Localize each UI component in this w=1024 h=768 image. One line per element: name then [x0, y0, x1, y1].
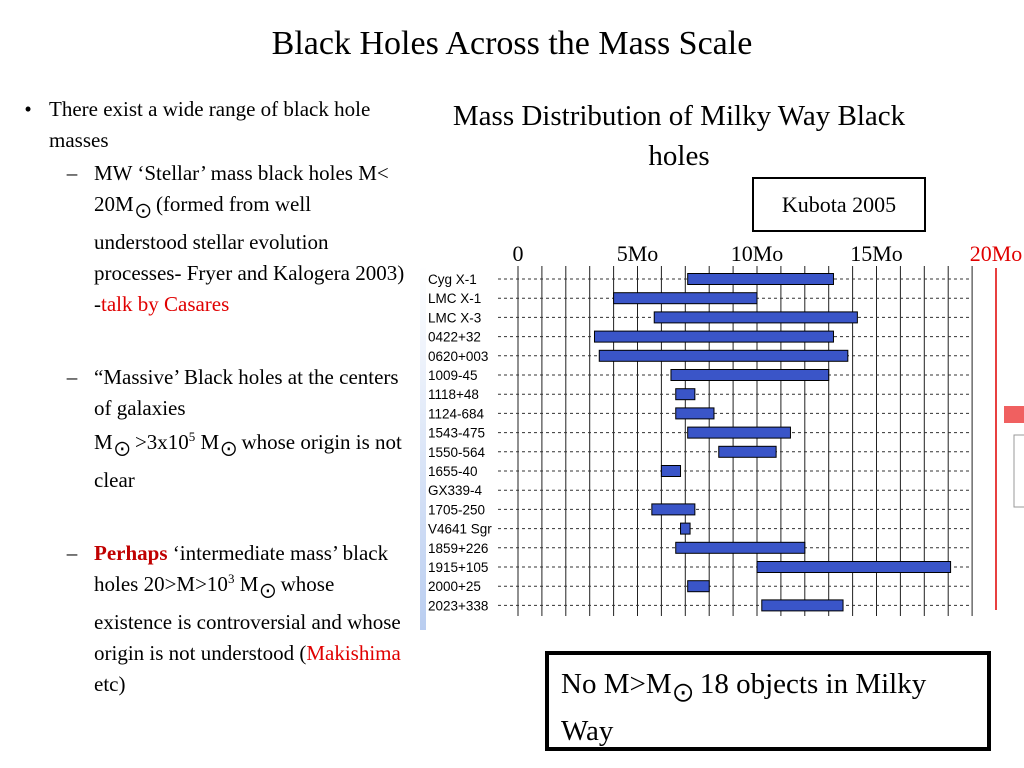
mass-range-bar	[653, 311, 858, 324]
category-label: 1124-684	[428, 406, 485, 421]
note-box: No M>M ⨀ 18 objects in Milky Way	[545, 651, 991, 751]
category-label: 2023+338	[428, 598, 488, 613]
cropped-legend-box	[1013, 434, 1024, 508]
sub-bullet-text: (formed from well understood stellar evo…	[94, 192, 405, 316]
bullet-item: • There exist a wide range of black hole…	[16, 94, 408, 156]
reference-box: Kubota 2005	[752, 177, 926, 232]
mass-range-bar	[675, 407, 715, 420]
sub-bullet-text: whose existence is controversial and who…	[94, 572, 401, 665]
dash-marker: –	[66, 365, 78, 389]
mass-text: M	[195, 430, 220, 454]
category-label: 1655-40	[428, 464, 478, 479]
sub-bullet-text: ‘intermediate mass’ black holes 20>M>10	[94, 541, 389, 596]
mass-range-bar	[680, 522, 691, 535]
cropped-legend-marker	[1004, 406, 1024, 423]
mass-range-bar	[660, 465, 682, 477]
exponent: 3	[227, 571, 235, 586]
mass-range-bar	[675, 541, 806, 554]
mass-range-bar	[687, 273, 834, 285]
category-label: 1118+48	[428, 387, 479, 402]
mass-range-bar	[613, 292, 758, 305]
x-tick-label: 5Mo	[617, 241, 659, 266]
mass-range-bar	[687, 426, 791, 439]
dash-marker: –	[66, 541, 78, 565]
sub-bullet-text: etc)	[94, 672, 126, 696]
sun-symbol-icon: ⨀	[260, 583, 276, 599]
x-tick-label: 10Mo	[731, 241, 784, 266]
x-tick-label: 0	[513, 241, 524, 266]
mass-range-bar	[598, 349, 849, 362]
mass-range-bar	[675, 388, 696, 401]
category-label: 1543-475	[428, 426, 485, 441]
category-label: 0422+32	[428, 330, 481, 345]
mass-range-bar	[593, 330, 834, 343]
category-label: 1705-250	[428, 502, 485, 517]
sub-bullet-stellar: – MW ‘Stellar’ mass black holes M< 20M ⨀ …	[16, 158, 408, 320]
category-label: 2000+25	[428, 579, 481, 594]
category-label: GX339-4	[428, 483, 483, 498]
note-text: No M>M	[561, 668, 672, 700]
category-label: Cyg X-1	[428, 272, 477, 287]
bullet-text: There exist a wide range of black hole m…	[49, 97, 371, 152]
sub-bullet-text: “Massive’ Black holes at the centers of …	[94, 365, 399, 420]
chart-title: Mass Distribution of Milky Way Black hol…	[452, 100, 906, 172]
mass-distribution-chart: 0 5Mo 10Mo 15Mo 20Mo Cyg X-1 LMC X-1 LMC X-3 04…	[420, 241, 1024, 630]
sun-symbol-icon: ⨀	[135, 203, 151, 219]
exponent: 5	[188, 429, 196, 444]
category-label: 0620+003	[428, 349, 488, 364]
x-tick-label: 15Mo	[850, 241, 903, 266]
sub-bullet-text: M	[234, 572, 259, 596]
perhaps-label: Perhaps	[94, 541, 168, 565]
sub-bullet-intermediate: – Perhaps ‘intermediate mass’ black hole…	[16, 538, 408, 700]
talk-link[interactable]: talk by Casares	[101, 292, 230, 316]
mass-range-bar	[651, 503, 696, 516]
sun-symbol-icon: ⨀	[673, 682, 693, 703]
category-label: LMC X-3	[428, 310, 481, 325]
mass-range-bar	[670, 369, 830, 381]
dash-marker: –	[66, 161, 78, 185]
sub-bullet-text: MW ‘Stellar’ mass black holes M< 20M	[94, 161, 389, 216]
plot-edge-shading	[420, 266, 426, 630]
sub-bullet-massive: – “Massive’ Black holes at the centers o…	[16, 362, 408, 424]
category-label: 1859+226	[428, 541, 488, 556]
mass-text: >3x10	[129, 430, 189, 454]
bullet-marker: •	[24, 97, 32, 121]
mass-range-bar	[756, 561, 952, 573]
mass-range-bar	[718, 445, 777, 458]
sun-symbol-icon: ⨀	[114, 441, 130, 457]
x-tick-label: 20Mo	[970, 241, 1023, 266]
category-label: LMC X-1	[428, 291, 481, 306]
mass-range-bar	[687, 580, 710, 593]
note-text: 18 objects in Milky Way	[561, 668, 927, 747]
sub-bullet-massive-mass: M ⨀ >3x105 M ⨀ whose origin is not clear	[16, 427, 408, 496]
sun-symbol-icon: ⨀	[221, 441, 237, 457]
mass-range-bar	[761, 599, 844, 612]
category-label: 1550-564	[428, 445, 486, 460]
slide-title: Black Holes Across the Mass Scale	[271, 25, 753, 62]
bullet-list: • There exist a wide range of black hole…	[16, 94, 408, 700]
category-label: 1009-45	[428, 368, 478, 383]
makishima-link[interactable]: Makishima	[306, 641, 401, 665]
category-label: V4641 Sgr	[428, 522, 492, 537]
mass-text: whose origin is not clear	[94, 430, 402, 492]
category-label: 1915+105	[428, 560, 488, 575]
mass-text: M	[94, 430, 113, 454]
